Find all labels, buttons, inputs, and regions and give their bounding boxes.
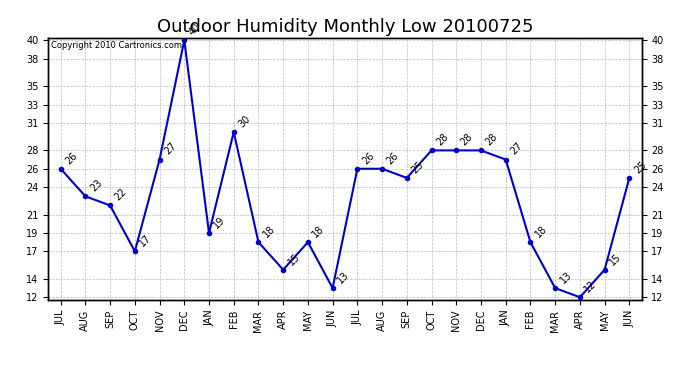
Text: 26: 26	[63, 150, 79, 166]
Text: 13: 13	[558, 270, 573, 285]
Text: 18: 18	[533, 224, 549, 239]
Text: Copyright 2010 Cartronics.com: Copyright 2010 Cartronics.com	[51, 42, 182, 51]
Text: 22: 22	[113, 187, 129, 202]
Text: 13: 13	[335, 270, 351, 285]
Text: 17: 17	[137, 233, 153, 249]
Text: 23: 23	[88, 178, 104, 194]
Text: 19: 19	[212, 214, 228, 230]
Text: 25: 25	[632, 159, 648, 175]
Text: 26: 26	[360, 150, 376, 166]
Text: 25: 25	[410, 159, 426, 175]
Text: 26: 26	[385, 150, 401, 166]
Text: 28: 28	[484, 132, 500, 148]
Title: Outdoor Humidity Monthly Low 20100725: Outdoor Humidity Monthly Low 20100725	[157, 18, 533, 36]
Text: 15: 15	[607, 251, 623, 267]
Text: 18: 18	[262, 224, 277, 239]
Text: 27: 27	[509, 141, 524, 157]
Text: 28: 28	[434, 132, 450, 148]
Text: 27: 27	[162, 141, 178, 157]
Text: 12: 12	[582, 279, 598, 294]
Text: 15: 15	[286, 251, 302, 267]
Text: 30: 30	[237, 114, 253, 129]
Text: 18: 18	[310, 224, 326, 239]
Text: 40: 40	[187, 22, 203, 38]
Text: 28: 28	[459, 132, 475, 148]
